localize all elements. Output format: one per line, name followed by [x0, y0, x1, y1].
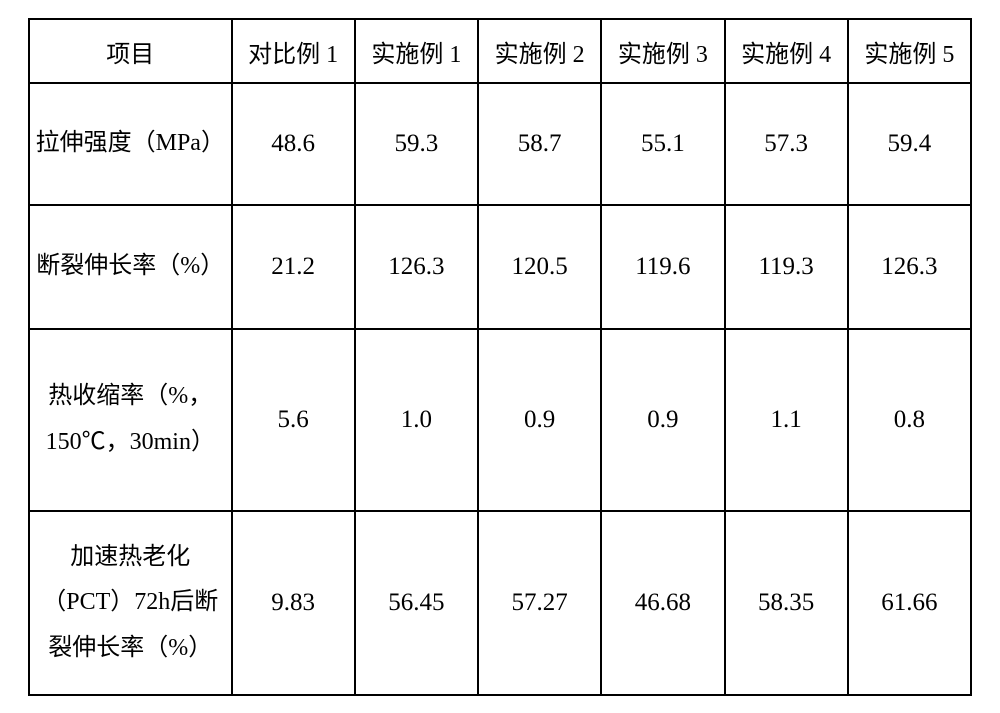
col-header-item: 项目 — [29, 19, 232, 83]
cell-value: 119.6 — [601, 205, 724, 329]
cell-value: 21.2 — [232, 205, 355, 329]
cell-value: 55.1 — [601, 83, 724, 205]
cell-value: 56.45 — [355, 511, 478, 695]
cell-value: 59.3 — [355, 83, 478, 205]
cell-value: 0.8 — [848, 329, 971, 511]
cell-value: 5.6 — [232, 329, 355, 511]
col-header-ex5: 实施例 5 — [848, 19, 971, 83]
cell-value: 1.1 — [725, 329, 848, 511]
cell-value: 119.3 — [725, 205, 848, 329]
table-row: 断裂伸长率（%） 21.2 126.3 120.5 119.6 119.3 12… — [29, 205, 971, 329]
cell-value: 0.9 — [478, 329, 601, 511]
cell-value: 58.35 — [725, 511, 848, 695]
row-label: 拉伸强度（MPa） — [29, 83, 232, 205]
col-header-comp1: 对比例 1 — [232, 19, 355, 83]
data-table: 项目 对比例 1 实施例 1 实施例 2 实施例 3 实施例 4 实施例 5 拉… — [28, 18, 972, 696]
table-header-row: 项目 对比例 1 实施例 1 实施例 2 实施例 3 实施例 4 实施例 5 — [29, 19, 971, 83]
cell-value: 126.3 — [848, 205, 971, 329]
cell-value: 9.83 — [232, 511, 355, 695]
col-header-ex2: 实施例 2 — [478, 19, 601, 83]
cell-value: 61.66 — [848, 511, 971, 695]
cell-value: 0.9 — [601, 329, 724, 511]
cell-value: 120.5 — [478, 205, 601, 329]
row-label: 加速热老化（PCT）72h后断裂伸长率（%） — [29, 511, 232, 695]
col-header-ex4: 实施例 4 — [725, 19, 848, 83]
table-row: 拉伸强度（MPa） 48.6 59.3 58.7 55.1 57.3 59.4 — [29, 83, 971, 205]
cell-value: 1.0 — [355, 329, 478, 511]
cell-value: 58.7 — [478, 83, 601, 205]
cell-value: 48.6 — [232, 83, 355, 205]
table-row: 加速热老化（PCT）72h后断裂伸长率（%） 9.83 56.45 57.27 … — [29, 511, 971, 695]
table-row: 热收缩率（%，150℃，30min） 5.6 1.0 0.9 0.9 1.1 0… — [29, 329, 971, 511]
cell-value: 57.27 — [478, 511, 601, 695]
row-label: 断裂伸长率（%） — [29, 205, 232, 329]
cell-value: 46.68 — [601, 511, 724, 695]
cell-value: 126.3 — [355, 205, 478, 329]
cell-value: 59.4 — [848, 83, 971, 205]
table-container: 项目 对比例 1 实施例 1 实施例 2 实施例 3 实施例 4 实施例 5 拉… — [0, 0, 1000, 696]
col-header-ex1: 实施例 1 — [355, 19, 478, 83]
col-header-ex3: 实施例 3 — [601, 19, 724, 83]
cell-value: 57.3 — [725, 83, 848, 205]
row-label: 热收缩率（%，150℃，30min） — [29, 329, 232, 511]
